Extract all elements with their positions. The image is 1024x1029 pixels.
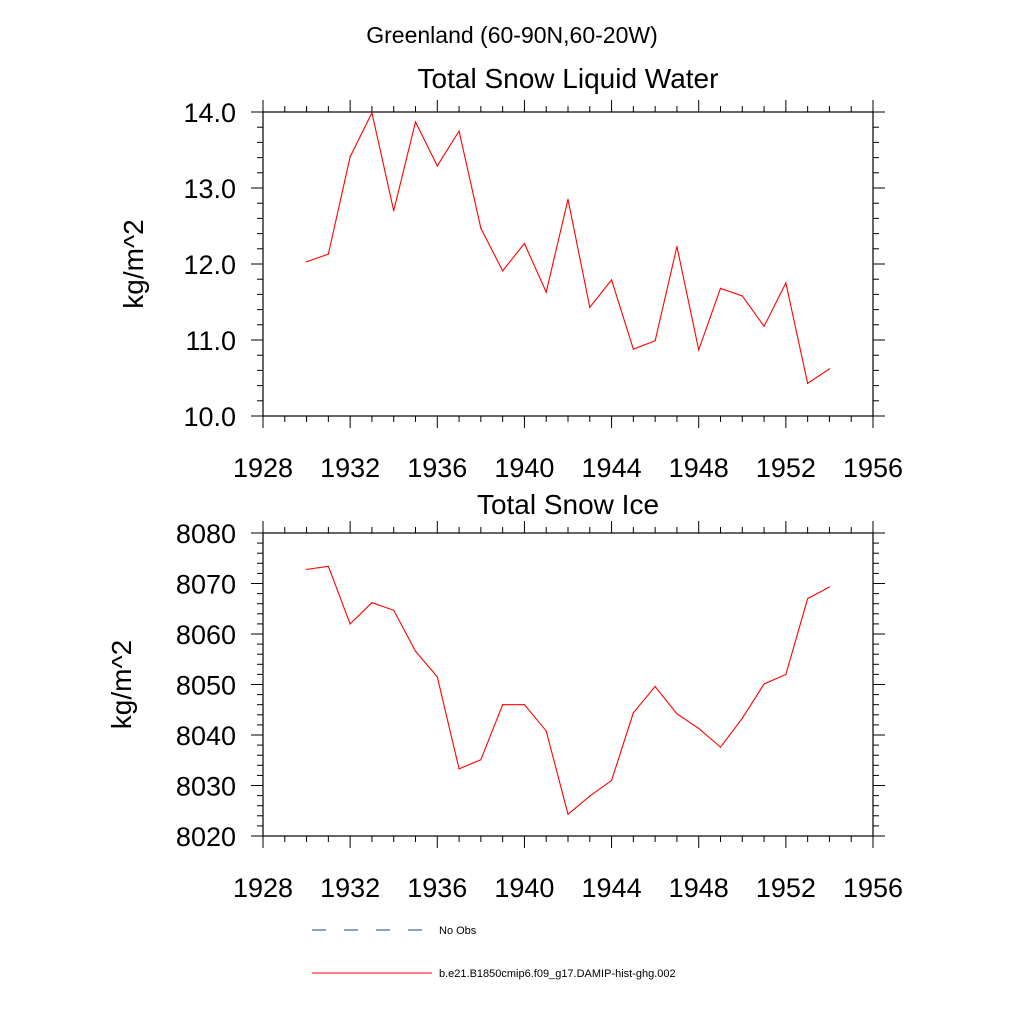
x-tick-label: 1932 (320, 873, 380, 903)
data-point (371, 112, 373, 114)
data-point (305, 568, 308, 570)
chart-title: Total Snow Liquid Water (418, 63, 719, 94)
data-point (698, 727, 700, 730)
legend-item: b.e21.B1850cmip6.f09_g17.DAMIP-hist-ghg.… (312, 968, 676, 980)
plot-frame (262, 111, 874, 417)
series-line (306, 565, 830, 816)
x-tick-label: 1940 (494, 453, 554, 483)
data-point (567, 198, 569, 200)
data-point (785, 282, 787, 284)
chart-panel-2: Total Snow Ice 1928 1932 1936 1940 1944 1948 19… (106, 489, 903, 903)
data-point (719, 287, 722, 289)
data-point (414, 650, 417, 652)
data-point (502, 704, 504, 706)
data-point (458, 130, 460, 132)
data-point (414, 121, 417, 123)
y-tick-label: 8040 (176, 721, 236, 751)
data-point (545, 730, 547, 732)
chart-title: Total Snow Ice (477, 489, 659, 520)
y-tick-label: 8070 (176, 570, 236, 600)
data-point (436, 165, 438, 167)
y-tick-label: 8050 (176, 671, 236, 701)
data-point (305, 261, 308, 263)
x-tick-label: 1928 (233, 873, 293, 903)
data-point (741, 717, 743, 719)
y-tick-label: 14.0 (183, 98, 236, 128)
data-point (371, 602, 373, 604)
data-point (676, 713, 678, 715)
data-point (502, 270, 504, 272)
x-tick-label: 1948 (669, 453, 729, 483)
y-tick-label: 11.0 (185, 326, 236, 356)
legend-label: b.e21.B1850cmip6.f09_g17.DAMIP-hist-ghg.… (439, 968, 676, 980)
x-tick-label: 1936 (407, 873, 467, 903)
x-tick-label: 1944 (582, 453, 642, 483)
y-tick-label: 12.0 (183, 250, 236, 280)
data-point (610, 779, 613, 782)
x-tick-label: 1932 (320, 453, 380, 483)
data-point (567, 813, 569, 815)
y-tick-label: 8020 (176, 822, 236, 852)
x-tick-label: 1948 (669, 873, 729, 903)
data-point (807, 598, 809, 600)
y-tick-label: 13.0 (183, 174, 236, 204)
data-point (349, 156, 351, 158)
data-point (719, 746, 722, 748)
x-tick-label: 1936 (407, 453, 467, 483)
data-point (807, 382, 809, 384)
x-tick-label: 1956 (843, 873, 903, 903)
data-point (327, 253, 329, 255)
data-point (632, 348, 634, 350)
data-point (523, 704, 526, 706)
figure-supertitle: Greenland (60-90N,60-20W) (366, 22, 657, 48)
data-point (676, 245, 678, 248)
data-point (545, 291, 547, 293)
data-point (828, 368, 831, 370)
y-axis-label: kg/m^2 (106, 640, 137, 729)
data-point (763, 683, 765, 685)
x-tick-label: 1952 (756, 873, 816, 903)
x-tick-label: 1944 (582, 873, 642, 903)
data-point (741, 295, 743, 297)
data-point (632, 712, 634, 714)
data-point (480, 227, 482, 229)
data-point (589, 306, 591, 308)
y-tick-label: 8060 (176, 620, 236, 650)
data-point (436, 676, 438, 678)
y-tick-label: 8080 (176, 519, 236, 549)
legend-label: No Obs (439, 925, 477, 937)
data-point (458, 768, 460, 770)
data-point (393, 210, 395, 212)
chart-panel-1: Total Snow Liquid Water 1928 1932 1936 1940 1… (118, 63, 903, 483)
data-point (349, 623, 351, 625)
legend-item: No Obs (312, 925, 477, 937)
data-point (523, 242, 526, 245)
data-point (763, 325, 765, 327)
series-line (306, 111, 830, 385)
data-point (654, 340, 656, 342)
y-tick-label: 8030 (176, 772, 236, 802)
data-point (393, 609, 395, 611)
data-point (610, 279, 613, 281)
legend: No Obs b.e21.B1850cmip6.f09_g17.DAMIP-his… (312, 925, 676, 980)
x-tick-label: 1952 (756, 453, 816, 483)
x-tick-label: 1928 (233, 453, 293, 483)
y-axis-label: kg/m^2 (118, 219, 149, 308)
plot-frame (262, 532, 874, 837)
data-point (589, 795, 591, 797)
y-tick-label: 10.0 (183, 402, 236, 432)
data-point (654, 685, 656, 688)
data-point (698, 349, 700, 351)
data-point (785, 673, 787, 676)
data-point (480, 759, 482, 761)
x-tick-label: 1940 (494, 873, 554, 903)
data-point (828, 586, 831, 588)
x-tick-label: 1956 (843, 453, 903, 483)
data-point (327, 565, 329, 567)
